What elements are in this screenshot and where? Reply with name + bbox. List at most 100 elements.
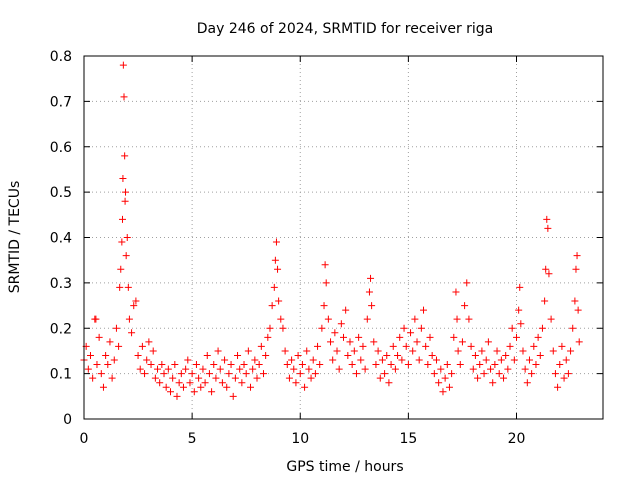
- x-tick-label: 15: [399, 431, 417, 447]
- data-point: [562, 356, 570, 364]
- data-point: [119, 175, 127, 183]
- data-point: [281, 347, 289, 355]
- data-point: [279, 324, 287, 332]
- data-point: [149, 347, 157, 355]
- data-point: [515, 306, 523, 314]
- data-point: [290, 365, 298, 373]
- data-point: [458, 338, 466, 346]
- data-point: [125, 315, 133, 323]
- data-point: [84, 365, 92, 373]
- data-point: [173, 392, 181, 400]
- data-point: [333, 347, 341, 355]
- data-point: [448, 370, 456, 378]
- data-point: [510, 356, 518, 364]
- x-tick-label: 0: [80, 431, 89, 447]
- data-point: [556, 361, 564, 369]
- data-point: [435, 379, 443, 387]
- data-point: [292, 379, 300, 387]
- data-point: [115, 342, 123, 350]
- data-point: [415, 356, 423, 364]
- data-point: [484, 338, 492, 346]
- data-point: [288, 356, 296, 364]
- data-point: [208, 388, 216, 396]
- data-point: [121, 197, 129, 205]
- data-point: [147, 361, 155, 369]
- data-point: [318, 324, 326, 332]
- data-point: [238, 379, 246, 387]
- data-point: [123, 234, 131, 241]
- data-point: [357, 356, 365, 364]
- data-point: [335, 365, 343, 373]
- data-point: [519, 347, 527, 355]
- data-point: [547, 315, 555, 323]
- data-point: [340, 333, 347, 341]
- data-point: [530, 342, 538, 350]
- data-point: [549, 347, 557, 355]
- data-point: [528, 370, 536, 378]
- data-point: [350, 347, 358, 355]
- data-point: [156, 379, 164, 387]
- data-point: [463, 279, 471, 287]
- data-point: [225, 370, 233, 378]
- y-tick-label: 0.1: [50, 367, 72, 383]
- data-point: [506, 342, 514, 350]
- data-point: [177, 370, 185, 378]
- data-point: [169, 374, 177, 382]
- data-point: [221, 356, 229, 364]
- data-point: [212, 374, 220, 382]
- y-tick-label: 0.2: [50, 321, 72, 337]
- data-point: [525, 356, 533, 364]
- data-point: [417, 324, 425, 332]
- data-point: [262, 351, 270, 359]
- data-point: [409, 347, 417, 355]
- data-point: [97, 370, 105, 378]
- data-point: [407, 329, 415, 337]
- data-point: [106, 338, 114, 346]
- data-point: [283, 361, 291, 369]
- data-point: [249, 365, 257, 373]
- data-point: [274, 265, 282, 273]
- data-point: [138, 342, 146, 350]
- data-point: [572, 265, 580, 273]
- data-point: [227, 361, 235, 369]
- data-point: [439, 388, 447, 396]
- data-point: [179, 383, 187, 391]
- data-point: [368, 302, 376, 310]
- data-point: [86, 351, 94, 359]
- y-tick-label: 0.7: [50, 94, 72, 110]
- data-point: [203, 351, 211, 359]
- data-point: [352, 370, 360, 378]
- data-point: [502, 351, 510, 359]
- data-point: [495, 370, 503, 378]
- data-point: [162, 383, 170, 391]
- data-point: [271, 256, 279, 264]
- data-point: [372, 361, 380, 369]
- data-point: [453, 315, 461, 323]
- data-point: [158, 361, 166, 369]
- data-point: [160, 370, 168, 378]
- data-point: [391, 365, 399, 373]
- data-point: [489, 379, 497, 387]
- data-point: [387, 361, 395, 369]
- data-point: [508, 324, 516, 332]
- data-point: [424, 361, 432, 369]
- data-point: [575, 338, 583, 346]
- data-point: [234, 351, 242, 359]
- x-axis-title: GPS time / hours: [286, 459, 403, 475]
- y-tick-label: 0.8: [50, 49, 72, 65]
- data-point: [124, 283, 132, 291]
- data-point: [122, 188, 130, 196]
- data-point: [331, 329, 339, 337]
- data-point: [437, 365, 445, 373]
- data-point: [482, 356, 490, 364]
- data-point: [344, 351, 352, 359]
- data-point: [102, 351, 110, 359]
- data-point: [420, 306, 428, 314]
- data-point: [521, 365, 529, 373]
- y-tick-label: 0: [63, 412, 72, 428]
- data-point: [231, 374, 239, 382]
- data-point: [402, 342, 410, 350]
- data-point: [394, 351, 402, 359]
- data-point: [223, 383, 231, 391]
